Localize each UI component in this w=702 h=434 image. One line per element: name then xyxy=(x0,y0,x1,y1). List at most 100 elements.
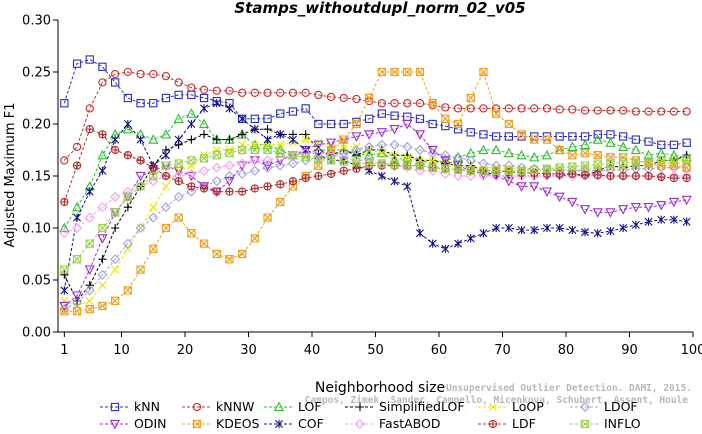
data-point-kdeos xyxy=(390,67,399,77)
data-point-ldof xyxy=(160,202,171,213)
series-line-inflo xyxy=(63,149,687,270)
data-point-kdeos xyxy=(466,93,475,103)
data-point-ldof xyxy=(262,162,273,173)
data-point-ldf xyxy=(161,171,171,181)
data-point-lof xyxy=(364,149,375,160)
data-point-knnw xyxy=(352,94,361,104)
data-point-knn xyxy=(174,90,183,100)
data-point-lof xyxy=(592,134,603,144)
legend-marker xyxy=(110,402,120,412)
watermark: Unsupervised Outlier Detection. DAMI, 20… xyxy=(305,383,692,406)
data-point-lof xyxy=(198,118,210,129)
data-point-lof xyxy=(186,108,197,118)
legend: kNN kNNW LOF SimplifiedLOF LoOP LDOF ODIN KDEOS… xyxy=(100,399,641,431)
data-point-fastabod xyxy=(237,158,248,169)
legend-label: kNNW xyxy=(216,399,254,414)
data-point-odin xyxy=(681,195,692,206)
data-point-fastabod xyxy=(326,150,337,161)
data-point-cof xyxy=(568,225,577,235)
data-point-knnw xyxy=(98,78,107,87)
legend-marker xyxy=(488,419,498,429)
data-point-odin xyxy=(198,182,210,192)
data-point-odin xyxy=(313,140,324,151)
data-point-inflo xyxy=(631,158,640,167)
legend-label: LDF xyxy=(512,416,536,431)
series-line-ldf xyxy=(63,128,687,203)
data-point-knnw xyxy=(237,88,247,97)
data-point-kdeos xyxy=(365,93,374,103)
data-point-kdeos xyxy=(263,213,272,222)
data-point-loop xyxy=(85,296,94,305)
data-point-kdeos xyxy=(530,135,539,144)
data-point-inflo xyxy=(365,159,374,168)
data-point-knnw xyxy=(123,67,132,77)
data-point-ldf xyxy=(85,125,94,134)
data-point-fastabod xyxy=(541,171,552,181)
y-axis-label: Adjusted Maximum F1 xyxy=(3,103,18,248)
legend-label: SimplifiedLOF xyxy=(379,399,465,414)
data-point-kdeos xyxy=(174,213,183,222)
data-point-ldof xyxy=(173,191,184,202)
data-point-cof xyxy=(288,135,297,144)
data-point-inflo xyxy=(98,223,107,233)
data-point-ldf xyxy=(314,171,323,181)
data-point-ldf xyxy=(301,173,310,183)
data-point-cof xyxy=(606,227,615,236)
data-point-knn xyxy=(377,109,386,118)
data-point-inflo xyxy=(657,156,666,165)
data-point-inflo xyxy=(339,157,348,166)
data-point-kdeos xyxy=(85,304,94,314)
data-point-cof xyxy=(504,223,513,233)
data-point-ldf xyxy=(199,184,209,193)
data-point-kdeos xyxy=(111,296,120,305)
data-point-knn xyxy=(479,130,488,139)
series-kdeos xyxy=(60,67,691,316)
data-point-cof xyxy=(161,151,170,160)
data-point-inflo xyxy=(377,159,386,168)
data-point-kdeos xyxy=(326,145,336,155)
data-point-knnw xyxy=(85,104,94,113)
data-point-knn xyxy=(98,62,107,71)
data-point-knn xyxy=(149,99,158,108)
y-tick-label: 0.25 xyxy=(22,66,51,81)
legend-item-knn: kNN xyxy=(100,399,160,414)
data-point-kdeos xyxy=(72,307,82,316)
data-point-loop xyxy=(352,142,361,151)
data-point-loop xyxy=(161,182,170,191)
data-point-ldf xyxy=(631,171,641,181)
data-point-inflo xyxy=(238,145,247,155)
data-point-knnw xyxy=(619,106,628,115)
data-point-kdeos xyxy=(199,239,209,248)
x-tick-label: 10 xyxy=(113,343,130,358)
data-point-loop xyxy=(276,140,285,149)
data-point-kdeos xyxy=(187,229,196,238)
legend-marker xyxy=(489,403,497,411)
data-point-ldof xyxy=(237,168,248,179)
data-point-knn xyxy=(618,132,628,141)
data-point-knnw xyxy=(149,69,158,79)
data-point-loop xyxy=(390,151,399,160)
data-point-cof xyxy=(238,114,247,123)
data-point-inflo xyxy=(466,166,475,175)
data-point-fastabod xyxy=(567,171,578,181)
data-point-simplifiedlof xyxy=(212,135,221,144)
data-point-kdeos xyxy=(441,114,450,123)
legend-item-simplifiedlof: SimplifiedLOF xyxy=(345,399,465,414)
data-point-inflo xyxy=(161,161,171,170)
data-point-lof xyxy=(567,141,578,152)
data-point-lof xyxy=(618,141,629,152)
data-point-ldf xyxy=(606,171,615,181)
data-point-simplifiedlof xyxy=(187,135,196,144)
data-point-ldf xyxy=(669,173,679,183)
data-point-cof xyxy=(301,145,310,155)
data-point-lof xyxy=(516,149,527,160)
data-point-ldof xyxy=(84,285,95,296)
data-point-knnw xyxy=(644,107,653,116)
x-tick-label: 30 xyxy=(240,343,257,358)
data-point-cof xyxy=(174,135,183,144)
data-point-knnw xyxy=(415,99,425,108)
data-point-ldf xyxy=(98,130,107,139)
data-point-knn xyxy=(428,119,437,129)
data-point-ldof xyxy=(287,158,298,169)
data-point-knnw xyxy=(174,78,183,87)
